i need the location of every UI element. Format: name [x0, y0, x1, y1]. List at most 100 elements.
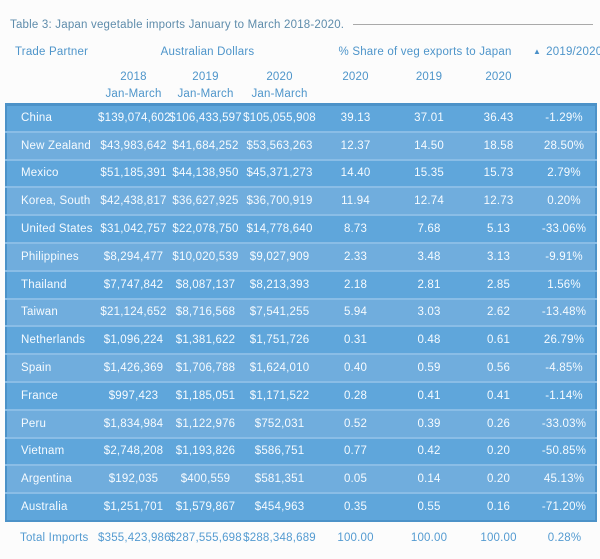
col-header-change-sort[interactable]: ▲2019/2020	[533, 36, 596, 62]
page: Table 3: Japan vegetable imports January…	[0, 0, 600, 559]
cell-aud-2019: $400,559	[169, 465, 242, 493]
table-row: Philippines$8,294,477$10,020,539$9,027,9…	[6, 243, 596, 271]
cell-change: 28.50%	[533, 132, 596, 160]
sub-header-2020: 2020Jan-March	[242, 62, 317, 104]
table-row: Taiwan$21,124,652$8,716,568$7,541,2555.9…	[6, 299, 596, 327]
cell-share-2020b: 0.56	[464, 354, 533, 382]
cell-change: -4.85%	[533, 354, 596, 382]
cell-share-2020b: 0.41	[464, 382, 533, 410]
cell-aud-2018: $42,438,817	[98, 187, 169, 215]
total-label: Total Imports	[6, 521, 98, 554]
sub-header-2018: 2018Jan-March	[98, 62, 169, 104]
table-footer: Total Imports $355,423,986 $287,555,698 …	[6, 521, 596, 554]
cell-change: 45.13%	[533, 465, 596, 493]
cell-share-2020: 0.35	[317, 493, 394, 521]
cell-share-2020b: 15.73	[464, 160, 533, 188]
cell-share-2020b: 0.61	[464, 326, 533, 354]
total-row: Total Imports $355,423,986 $287,555,698 …	[6, 521, 596, 554]
cell-trade-partner: Spain	[6, 354, 98, 382]
cell-aud-2020: $7,541,255	[242, 299, 317, 327]
cell-share-2020b: 0.16	[464, 493, 533, 521]
cell-aud-2019: $44,138,950	[169, 160, 242, 188]
cell-change: -33.03%	[533, 410, 596, 438]
cell-share-2020: 0.52	[317, 410, 394, 438]
group-header-row: Trade Partner Australian Dollars % Share…	[6, 36, 596, 62]
cell-trade-partner: Peru	[6, 410, 98, 438]
cell-aud-2020: $752,031	[242, 410, 317, 438]
cell-aud-2020: $9,027,909	[242, 243, 317, 271]
cell-aud-2018: $139,074,602	[98, 104, 169, 132]
cell-change: 0.20%	[533, 187, 596, 215]
cell-share-2019: 0.41	[394, 382, 464, 410]
cell-aud-2018: $997,423	[98, 382, 169, 410]
cell-share-2020b: 12.73	[464, 187, 533, 215]
cell-change: -50.85%	[533, 438, 596, 466]
cell-share-2020: 0.31	[317, 326, 394, 354]
sub-header-empty-change	[533, 62, 596, 104]
cell-share-2019: 3.03	[394, 299, 464, 327]
cell-aud-2018: $7,747,842	[98, 271, 169, 299]
total-share-3: 100.00	[464, 521, 533, 554]
total-share-2: 100.00	[394, 521, 464, 554]
cell-trade-partner: Taiwan	[6, 299, 98, 327]
cell-change: -1.29%	[533, 104, 596, 132]
cell-share-2019: 0.14	[394, 465, 464, 493]
table-row: Netherlands$1,096,224$1,381,622$1,751,72…	[6, 326, 596, 354]
cell-aud-2020: $586,751	[242, 438, 317, 466]
cell-share-2019: 0.39	[394, 410, 464, 438]
cell-aud-2019: $1,122,976	[169, 410, 242, 438]
table-row: Spain$1,426,369$1,706,788$1,624,0100.400…	[6, 354, 596, 382]
table-row: Australia$1,251,701$1,579,867$454,9630.3…	[6, 493, 596, 521]
cell-trade-partner: Mexico	[6, 160, 98, 188]
col-header-trade-partner: Trade Partner	[6, 36, 98, 62]
cell-aud-2018: $1,834,984	[98, 410, 169, 438]
cell-aud-2019: $36,627,925	[169, 187, 242, 215]
cell-share-2019: 0.59	[394, 354, 464, 382]
cell-aud-2020: $14,778,640	[242, 215, 317, 243]
cell-trade-partner: Australia	[6, 493, 98, 521]
cell-aud-2019: $1,706,788	[169, 354, 242, 382]
cell-share-2019: 37.01	[394, 104, 464, 132]
table-caption-row: Table 3: Japan vegetable imports January…	[5, 0, 595, 36]
imports-table: Trade Partner Australian Dollars % Share…	[5, 36, 597, 554]
total-aud-2018: $355,423,986	[98, 521, 169, 554]
sub-header-row: 2018Jan-March 2019Jan-March 2020Jan-Marc…	[6, 62, 596, 104]
table-row: Argentina$192,035$400,559$581,3510.050.1…	[6, 465, 596, 493]
total-aud-2019: $287,555,698	[169, 521, 242, 554]
cell-aud-2018: $1,251,701	[98, 493, 169, 521]
cell-aud-2018: $192,035	[98, 465, 169, 493]
cell-change: -13.48%	[533, 299, 596, 327]
cell-share-2020: 0.77	[317, 438, 394, 466]
cell-share-2019: 3.48	[394, 243, 464, 271]
cell-share-2020: 39.13	[317, 104, 394, 132]
cell-aud-2019: $8,087,137	[169, 271, 242, 299]
cell-share-2019: 12.74	[394, 187, 464, 215]
cell-aud-2020: $1,171,522	[242, 382, 317, 410]
cell-aud-2020: $454,963	[242, 493, 317, 521]
cell-aud-2019: $10,020,539	[169, 243, 242, 271]
cell-aud-2018: $8,294,477	[98, 243, 169, 271]
cell-share-2020b: 3.13	[464, 243, 533, 271]
table-row: Korea, South$42,438,817$36,627,925$36,70…	[6, 187, 596, 215]
cell-aud-2020: $105,055,908	[242, 104, 317, 132]
cell-share-2020b: 0.26	[464, 410, 533, 438]
cell-aud-2018: $2,748,208	[98, 438, 169, 466]
cell-share-2019: 7.68	[394, 215, 464, 243]
table-row: Vietnam$2,748,208$1,193,826$586,7510.770…	[6, 438, 596, 466]
cell-share-2020: 11.94	[317, 187, 394, 215]
cell-share-2020b: 2.62	[464, 299, 533, 327]
cell-share-2020b: 0.20	[464, 465, 533, 493]
cell-aud-2020: $1,624,010	[242, 354, 317, 382]
table-header: Trade Partner Australian Dollars % Share…	[6, 36, 596, 104]
cell-share-2020: 0.40	[317, 354, 394, 382]
cell-aud-2019: $8,716,568	[169, 299, 242, 327]
cell-share-2020b: 5.13	[464, 215, 533, 243]
cell-trade-partner: United States	[6, 215, 98, 243]
cell-share-2020b: 0.20	[464, 438, 533, 466]
cell-trade-partner: Argentina	[6, 465, 98, 493]
col-group-australian-dollars: Australian Dollars	[98, 36, 317, 62]
total-aud-2020: $288,348,689	[242, 521, 317, 554]
sub-header-share-1: 2020	[317, 62, 394, 104]
cell-share-2020b: 36.43	[464, 104, 533, 132]
cell-change: -71.20%	[533, 493, 596, 521]
